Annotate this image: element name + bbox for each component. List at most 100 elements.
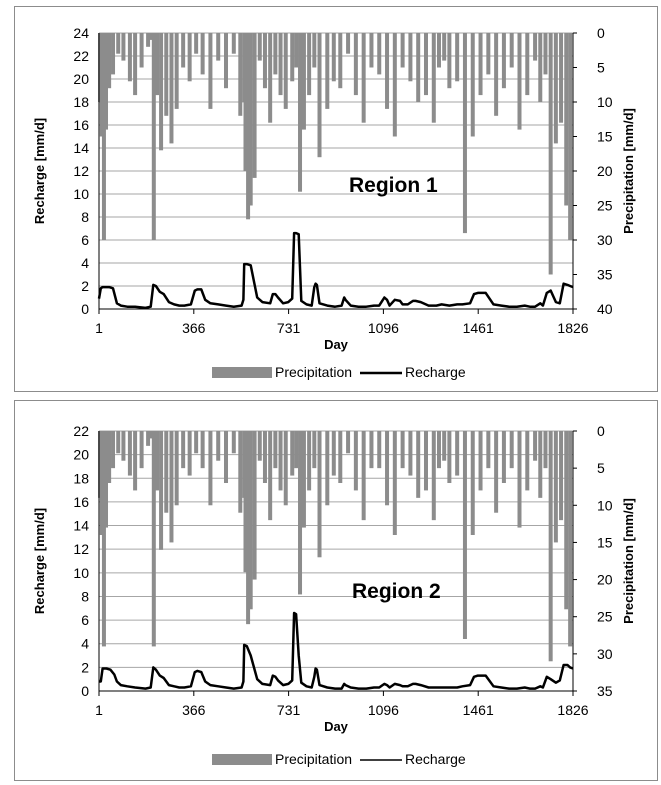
precipitation-bar [338, 431, 343, 483]
region-label: Region 1 [349, 174, 438, 197]
y2-tick-label: 20 [597, 572, 613, 588]
precipitation-bar [361, 33, 366, 123]
x-tick-label: 1 [95, 320, 103, 336]
precipitation-bar [208, 33, 213, 109]
y-tick-label: 0 [81, 301, 89, 317]
precipitation-bar [431, 33, 436, 123]
precipitation-bar [470, 33, 475, 137]
precipitation-bar [462, 431, 467, 639]
x-tick-label: 1826 [557, 320, 588, 336]
precipitation-bar [116, 33, 121, 54]
precipitation-bar [416, 431, 421, 498]
precipitation-bar [231, 33, 236, 54]
precipitation-bar [553, 33, 558, 144]
precipitation-bar [478, 431, 483, 491]
precipitation-bar [151, 33, 156, 240]
precipitation-bar [208, 431, 213, 506]
chart-region-2: 0 2 4 6 8 10 12 14 16 18 20 22 0 5 10 15 20 25 30 35 1 366 731… [32, 423, 636, 767]
precipitation-bar [200, 431, 205, 469]
y-tick-label: 18 [73, 470, 89, 486]
precipitation-bar [187, 431, 192, 476]
y-axis-label: Recharge [mm/d] [32, 508, 47, 614]
precipitation-bar [194, 33, 199, 54]
precipitation-bar [139, 33, 144, 68]
precipitation-bar [301, 431, 306, 528]
precipitation-bar [408, 431, 413, 476]
y-tick-label: 4 [81, 636, 89, 652]
y-tick-label: 10 [73, 186, 89, 202]
x-tick-label: 731 [277, 702, 301, 718]
y-tick-label: 16 [73, 494, 89, 510]
precipitation-bar [127, 33, 132, 82]
precipitation-bar [181, 33, 186, 68]
precipitation-bar [361, 431, 366, 521]
recharge-line [99, 611, 574, 690]
precipitation-bar [164, 33, 169, 116]
precipitation-bar [543, 33, 548, 75]
precipitation-bar [416, 33, 421, 102]
y-axis-label: Recharge [mm/d] [32, 118, 47, 224]
precipitation-bar [517, 431, 522, 528]
precipitation-bar [200, 33, 205, 75]
precipitation-bar [436, 33, 441, 68]
precipitation-bar [268, 431, 273, 521]
precipitation-bar [268, 33, 273, 123]
x-tick-label: 1096 [368, 702, 399, 718]
precipitation-bar [392, 431, 397, 535]
x-axis-label: Day [324, 337, 349, 352]
region-label: Region 2 [352, 580, 441, 603]
precipitation-bar [442, 33, 447, 61]
precipitation-bar [353, 33, 358, 96]
precipitation-bar [181, 431, 186, 469]
x-tick-label: 366 [182, 702, 206, 718]
y2-tick-label: 10 [597, 94, 613, 110]
y2-tick-label: 30 [597, 232, 613, 248]
legend-swatch-precipitation [212, 367, 272, 378]
y2-tick-label: 35 [597, 683, 613, 699]
precipitation-bar [139, 431, 144, 469]
precipitation-bar [216, 33, 221, 61]
precipitation-bar [99, 33, 104, 137]
precipitation-bar [243, 33, 248, 171]
precipitation-bar [385, 431, 390, 506]
y-tick-label: 6 [81, 612, 89, 628]
precipitation-bar [121, 33, 126, 61]
y-tick-label: 12 [73, 163, 89, 179]
precipitation-bar [509, 33, 514, 68]
precipitation-bar [501, 33, 506, 89]
precipitation-bar [331, 431, 336, 476]
precipitation-bar [248, 33, 253, 206]
precipitation-bar [325, 33, 330, 109]
y2-tick-label: 25 [597, 609, 613, 625]
precipitation-bar [224, 33, 229, 89]
y2-axis-label: Precipitation [mm/d] [621, 108, 636, 234]
precipitation-bar [423, 431, 428, 491]
y2-tick-label: 25 [597, 198, 613, 214]
x-tick-label: 1096 [368, 320, 399, 336]
precipitation-bar [155, 33, 160, 96]
precipitation-bar [104, 431, 109, 528]
precipitation-bar [543, 431, 548, 469]
y-tick-label: 22 [73, 48, 89, 64]
precipitation-bar [194, 431, 199, 454]
precipitation-bar [559, 33, 564, 123]
precipitation-bar [442, 431, 447, 461]
precipitation-bar [462, 33, 467, 234]
y2-tick-label: 5 [597, 60, 605, 76]
precipitation-bar [312, 431, 317, 469]
precipitation-bar [470, 431, 475, 535]
precipitation-bar [238, 33, 243, 116]
precipitation-bar [298, 431, 303, 595]
precipitation-bar [101, 33, 106, 240]
precipitation-bar [273, 33, 278, 75]
precipitation-bar [246, 33, 251, 220]
precipitation-bar [436, 431, 441, 469]
recharge-line [97, 231, 574, 310]
precipitation-bar [174, 431, 179, 506]
x-tick-label: 1 [95, 702, 103, 718]
precipitation-bar [553, 431, 558, 543]
precipitation-bar [447, 33, 452, 89]
precipitation-bar [564, 431, 569, 610]
precipitation-bar [252, 431, 257, 580]
